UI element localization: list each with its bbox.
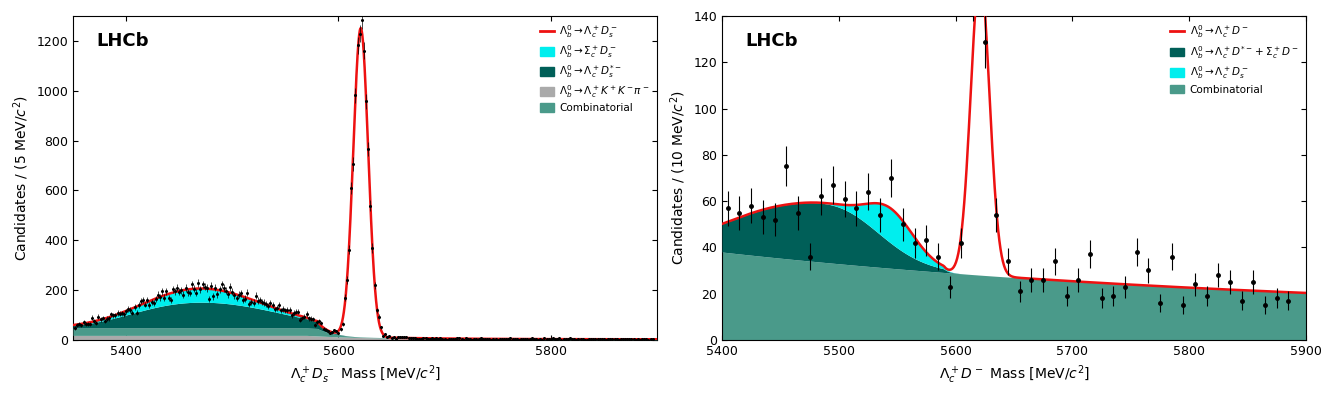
- Y-axis label: Candidates / (5 MeV/$c^2$): Candidates / (5 MeV/$c^2$): [11, 95, 31, 261]
- Text: LHCb: LHCb: [745, 32, 798, 50]
- Legend: $\Lambda_b^0 \to \Lambda_c^+ D^-$, $\Lambda_b^0 \to \Lambda_c^+ D^{*-} + \Sigma_: $\Lambda_b^0 \to \Lambda_c^+ D^-$, $\Lam…: [1168, 21, 1301, 97]
- Legend: $\Lambda_b^0 \to \Lambda_c^+ D_s^-$, $\Lambda_b^0 \to \Sigma_c^+ D_s^-$, $\Lambd: $\Lambda_b^0 \to \Lambda_c^+ D_s^-$, $\L…: [537, 21, 652, 115]
- X-axis label: $\Lambda_c^+ D_s^-$ Mass [MeV/$c^2$]: $\Lambda_c^+ D_s^-$ Mass [MeV/$c^2$]: [289, 363, 440, 386]
- Text: LHCb: LHCb: [96, 32, 149, 50]
- X-axis label: $\Lambda_c^+ D^-$ Mass [MeV/$c^2$]: $\Lambda_c^+ D^-$ Mass [MeV/$c^2$]: [938, 363, 1089, 386]
- Y-axis label: Candidates / (10 MeV/$c^2$): Candidates / (10 MeV/$c^2$): [668, 91, 688, 266]
